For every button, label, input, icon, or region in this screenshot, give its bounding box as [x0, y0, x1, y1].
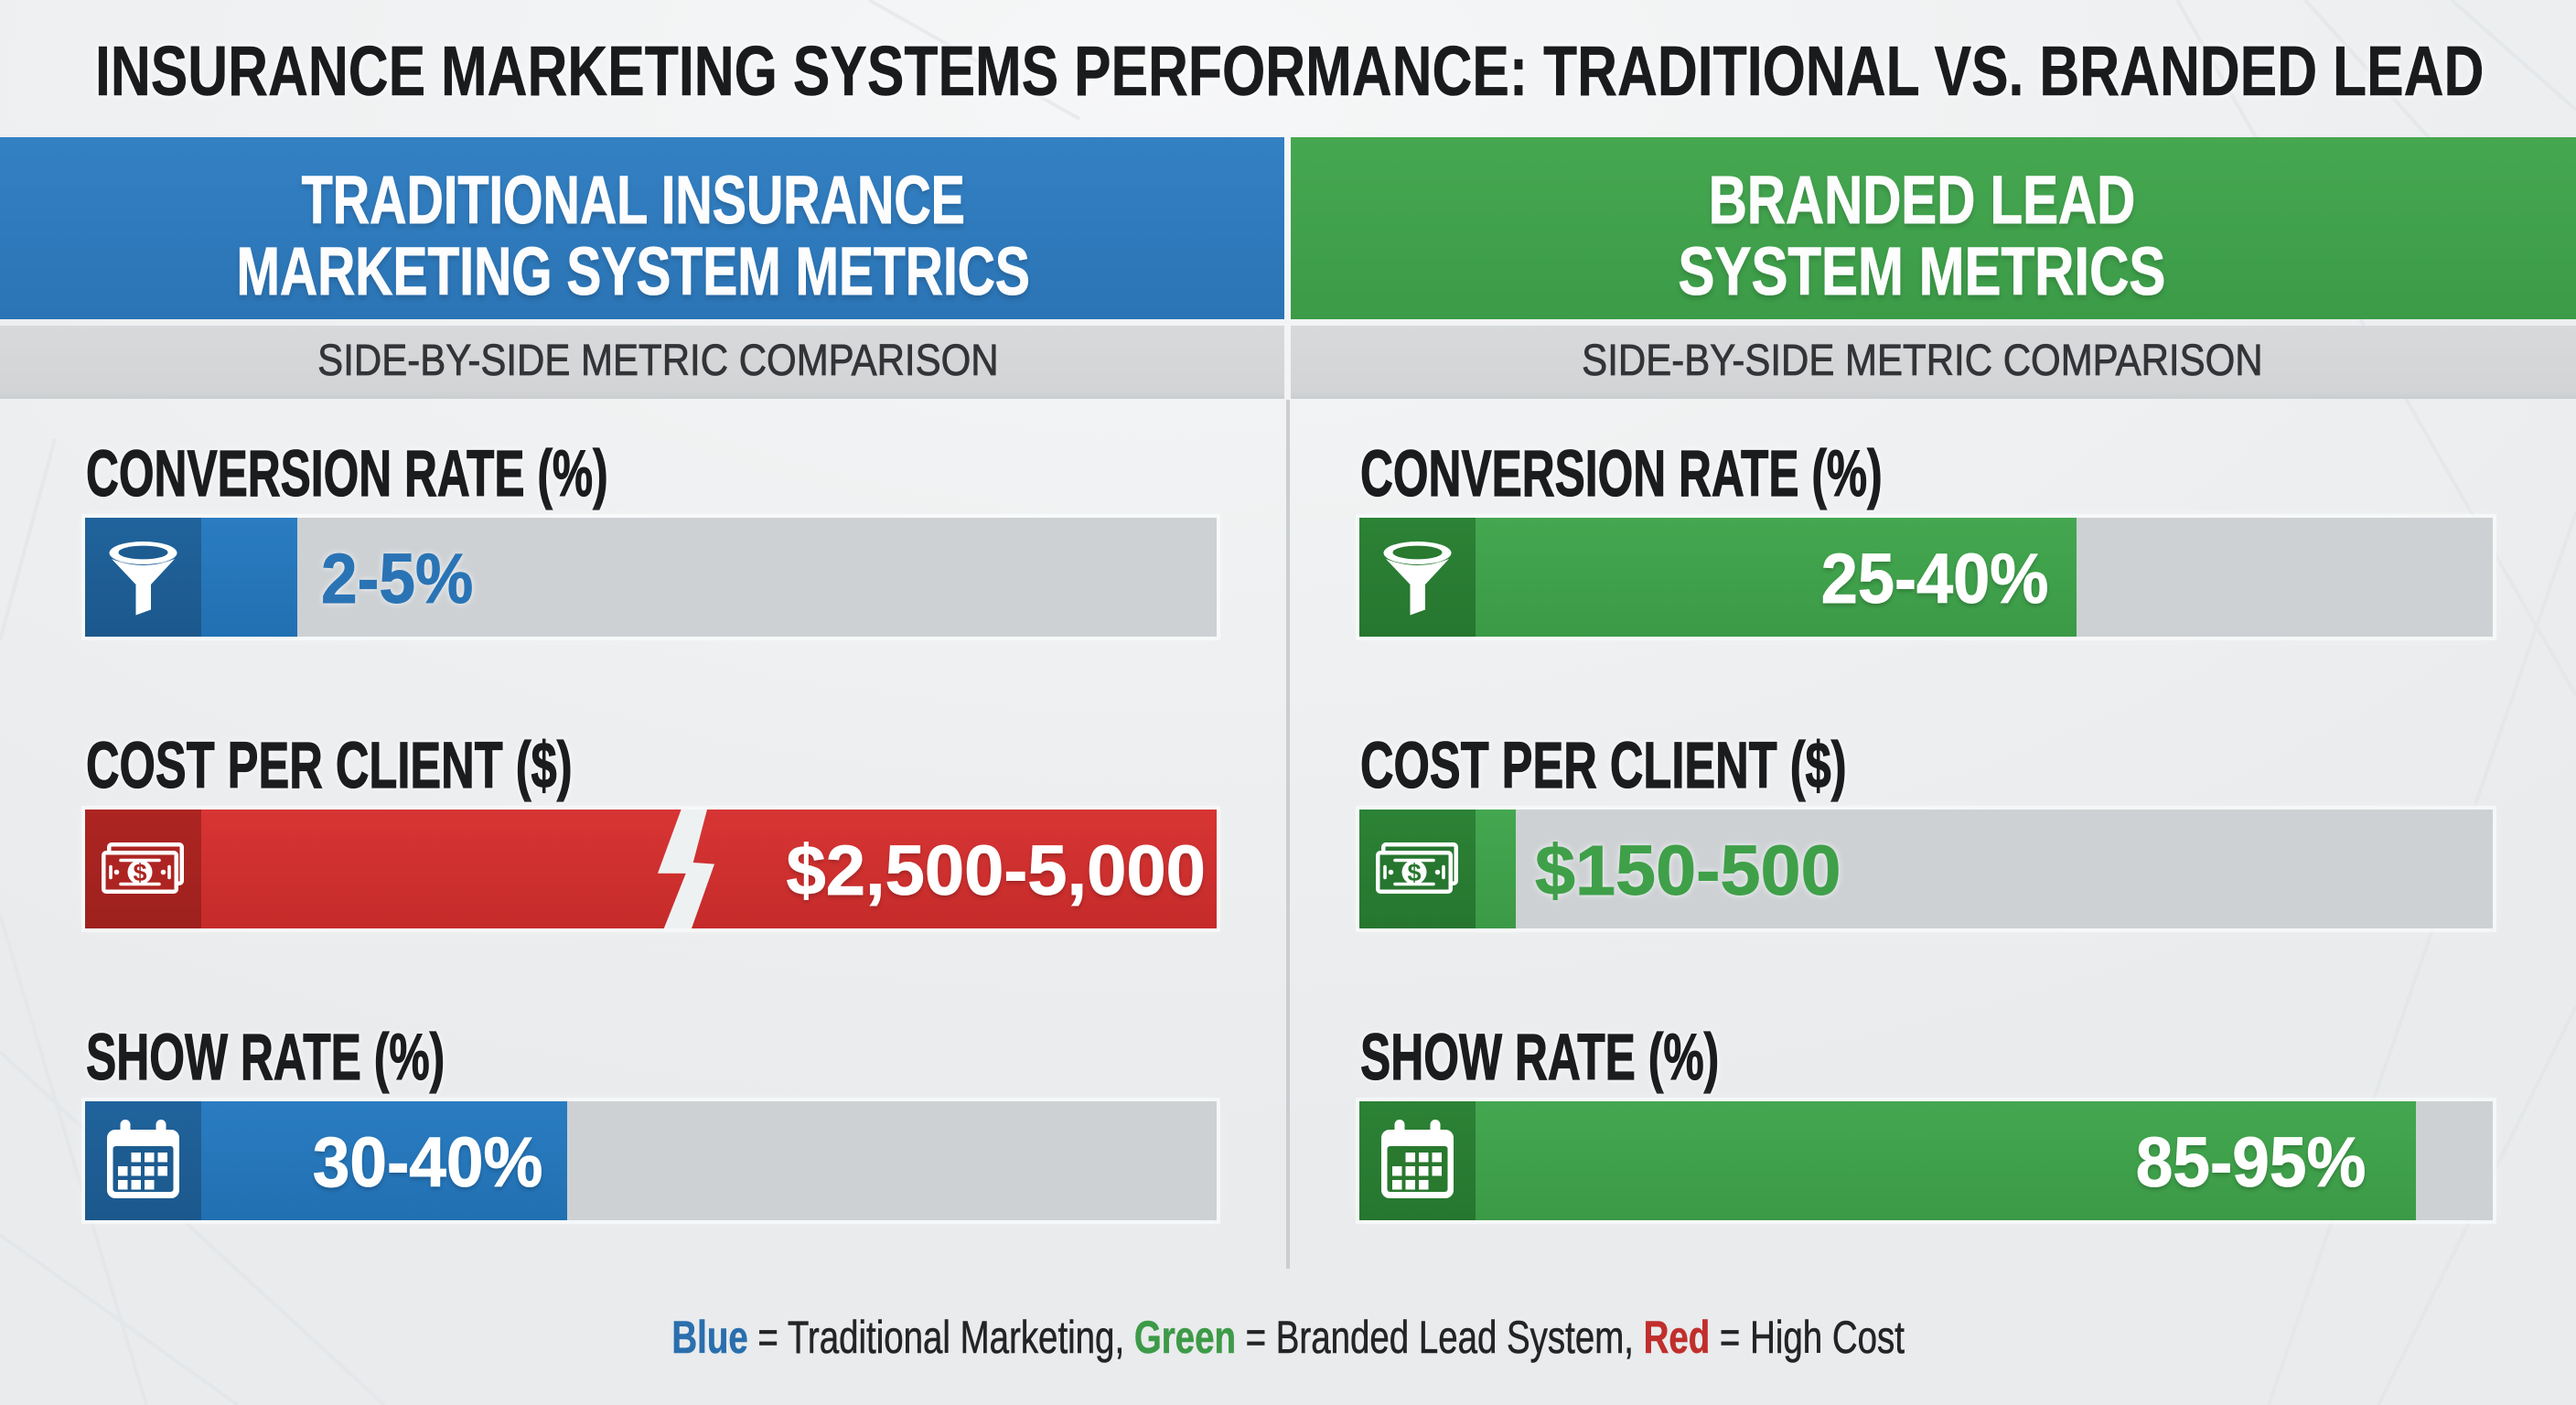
svg-text:$: $ [1407, 859, 1421, 886]
svg-text:$: $ [133, 859, 146, 886]
